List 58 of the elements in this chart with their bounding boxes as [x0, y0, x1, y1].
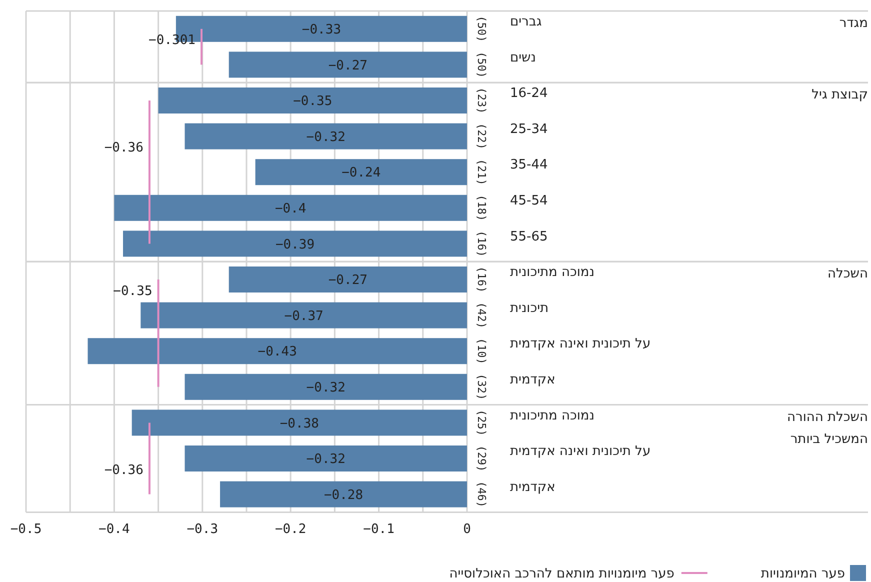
y-tick-label: אקדמית [510, 372, 556, 388]
x-tick-label: −0.3 [186, 522, 218, 537]
y-tick-label: נמוכה מתיכונית [510, 408, 594, 424]
text: (42) [475, 302, 488, 329]
y-tick-label: 55-65 [510, 229, 548, 244]
y-tick-label: גברים [510, 14, 542, 30]
y-tick-label: 25-34 [510, 122, 548, 137]
y-tick-label: 16-24 [510, 86, 548, 102]
text: (18) [475, 194, 488, 222]
text: (16) [475, 230, 488, 257]
x-tick-label: −0.5 [10, 522, 42, 537]
data-label: −0.37 [284, 308, 324, 324]
y-tick-label: תיכונית [510, 300, 549, 316]
data-label: −0.27 [328, 58, 368, 74]
data-label: −0.35 [113, 284, 152, 299]
text: (16) [475, 266, 488, 293]
text: (21) [475, 158, 488, 186]
text: (25) [475, 409, 488, 436]
y-tick-label: 45-54 [510, 193, 548, 208]
x-tick-label: −0.2 [274, 522, 306, 537]
data-label: −0.43 [258, 344, 297, 360]
text: (10) [475, 338, 488, 364]
text: (32) [475, 374, 488, 400]
y-tick-label: על תיכונית ואינה אקדמית [510, 444, 651, 460]
data-label: −0.39 [275, 237, 315, 252]
data-label: −0.27 [328, 273, 368, 288]
y-tick-label: 35-44 [510, 158, 548, 173]
data-label: −0.32 [306, 452, 346, 468]
x-tick-label: 0 [463, 522, 471, 537]
x-tick-label: −0.1 [363, 522, 394, 537]
text: (50) [475, 16, 488, 42]
data-label: −0.301 [148, 33, 196, 48]
text: (22) [475, 123, 488, 150]
text: (50) [475, 51, 488, 78]
y-tick-label: נמוכה מתיכונית [510, 265, 594, 280]
y-tick-label: על תיכונית ואינה אקדמית [510, 336, 651, 352]
text: (46) [475, 481, 488, 508]
text: (29) [475, 445, 488, 472]
y-axis-title: מגדר [839, 16, 868, 31]
data-label: −0.38 [280, 416, 319, 432]
data-label: −0.33 [302, 22, 342, 38]
y-axis-title: השכלת ההורה המשכיל ביותר [786, 410, 868, 447]
data-label: −0.28 [324, 488, 364, 503]
data-label: −0.24 [342, 166, 381, 181]
y-axis-title: קבוצת גיל [812, 88, 868, 103]
legend-label: פער מיומנויות מותאם להרכב האוכלוסייה [449, 566, 674, 582]
y-axis-title: השכלה [828, 266, 868, 282]
y-tick-label: אקדמית [510, 480, 556, 495]
y-tick-label: נשים [510, 50, 536, 66]
data-label: −0.32 [306, 380, 346, 396]
x-tick-label: −0.4 [98, 522, 130, 537]
text: (23) [475, 87, 488, 114]
legend-label: פער המיומנויות [760, 566, 845, 582]
data-label: −0.35 [293, 94, 332, 110]
data-label: −0.36 [104, 140, 144, 156]
data-label: −0.36 [104, 462, 144, 478]
data-label: −0.4 [274, 201, 306, 216]
data-label: −0.32 [306, 130, 346, 145]
